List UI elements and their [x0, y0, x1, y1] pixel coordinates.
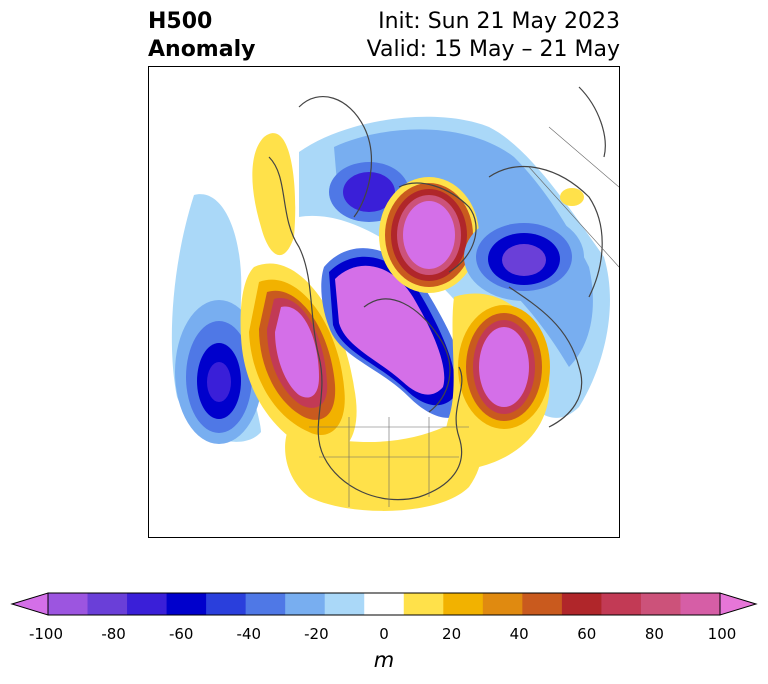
- colorbar-segment: [285, 593, 326, 615]
- colorbar-tick-label: 60: [577, 625, 597, 643]
- colorbar-segment: [680, 593, 721, 615]
- colorbar-max-arrow: [719, 592, 758, 616]
- central-negative-trough: [321, 248, 469, 418]
- colorbar-tick-label: -60: [168, 625, 194, 643]
- us-east-positive-anomaly: [285, 425, 482, 511]
- colorbar-segment: [601, 593, 642, 615]
- colorbar-tick-label: -40: [236, 625, 262, 643]
- init-time-label: Init: Sun 21 May 2023: [378, 9, 620, 34]
- small-positive-spot: [560, 188, 584, 206]
- colorbar-segments: [48, 593, 721, 615]
- colorbar-tick-label: -80: [101, 625, 126, 643]
- colorbar-segment: [166, 593, 207, 615]
- colorbar-tick-label: 100: [707, 625, 737, 643]
- colorbar-segment: [522, 593, 563, 615]
- colorbar-segment: [364, 593, 405, 615]
- colorbar-segment: [324, 593, 365, 615]
- colorbar-segment: [87, 593, 128, 615]
- colorbar-outline: [47, 592, 721, 616]
- colorbar-segment: [482, 593, 523, 615]
- alaska-positive-strip: [252, 133, 296, 256]
- colorbar: [10, 592, 758, 616]
- coastlines: [268, 86, 606, 501]
- colorbar-segment: [403, 593, 444, 615]
- colorbar-tick-label: 40: [509, 625, 529, 643]
- colorbar-tick-label: -100: [28, 625, 64, 643]
- title-line-1: H500: [148, 9, 213, 34]
- political-boundaries: [309, 126, 619, 507]
- colorbar-tick-label: -20: [304, 625, 329, 643]
- colorbar-segment: [206, 593, 247, 615]
- colorbar-tick-label: 20: [442, 625, 462, 643]
- colorbar-units-label: m: [373, 648, 395, 672]
- valid-range-label: Valid: 15 May – 21 May: [366, 37, 620, 62]
- colorbar-segment: [48, 593, 89, 615]
- greenland-positive-anomaly: [379, 177, 479, 293]
- colorbar-segment: [561, 593, 602, 615]
- colorbar-segment: [640, 593, 681, 615]
- colorbar-min-arrow: [10, 592, 49, 616]
- colorbar-tick-label: 0: [379, 625, 389, 643]
- western-ridge-positive-anomaly: [240, 263, 357, 455]
- siberia-negative-anomaly: [464, 213, 584, 301]
- colorbar-segment: [245, 593, 286, 615]
- colorbar-segment: [443, 593, 484, 615]
- map-timestamps: Init: Sun 21 May 2023 Valid: 15 May – 21…: [367, 8, 620, 64]
- anomaly-map-svg: [171, 86, 619, 511]
- anomaly-map: [148, 66, 620, 538]
- title-line-2: Anomaly: [148, 37, 256, 62]
- colorbar-segment: [127, 593, 168, 615]
- atlantic-positive-anomaly: [445, 293, 550, 469]
- colorbar-tick-label: 80: [644, 625, 664, 643]
- map-title: H500 Anomaly: [148, 8, 255, 64]
